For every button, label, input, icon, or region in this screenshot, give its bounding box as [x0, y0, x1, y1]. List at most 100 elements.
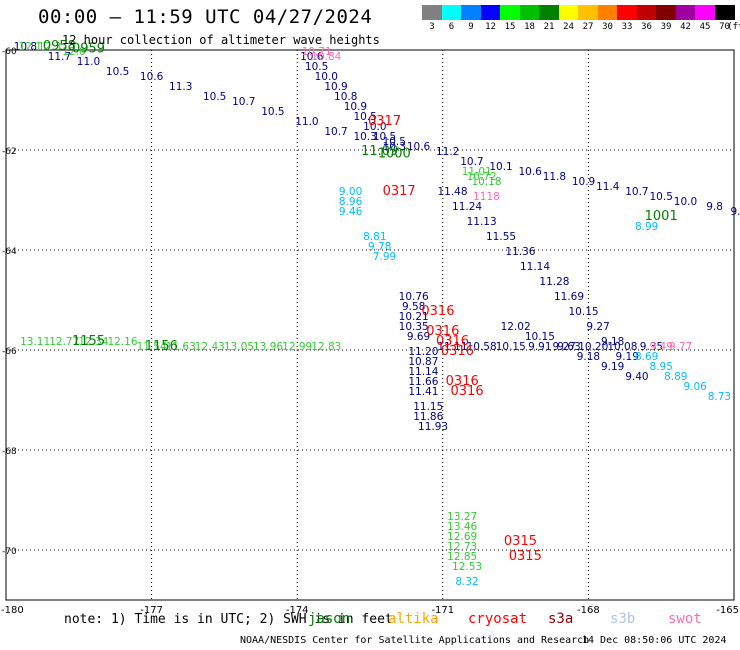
- legend-tick-label: 45: [699, 22, 711, 32]
- wave-height-value: 11.36: [505, 246, 535, 258]
- wave-height-value: 10.3: [353, 131, 376, 143]
- legend-tick-label: 33: [621, 22, 633, 32]
- pass-time-label: 0317: [368, 114, 401, 129]
- wave-height-value: 12.69: [447, 531, 477, 543]
- wave-height-value: 10.15: [569, 306, 599, 318]
- wave-height-value: 12.99: [282, 341, 312, 353]
- wave-height-value: 11.69: [554, 291, 584, 303]
- wave-height-value: 9.78: [368, 241, 391, 253]
- wave-height-value: 8.81: [363, 231, 386, 243]
- wave-height-value: 10.5: [203, 91, 226, 103]
- wave-height-value: 12.77: [49, 336, 79, 348]
- wave-height-value: 11.54: [137, 341, 167, 353]
- wave-height-value: 10.5: [261, 106, 284, 118]
- wave-height-value: 10.15: [525, 331, 555, 343]
- legend-swatch-21: [539, 5, 559, 20]
- legend-swatch-18: [519, 5, 540, 20]
- latitude-label: -64: [2, 247, 17, 257]
- wave-height-value: 10.6: [407, 141, 431, 153]
- wave-height-value: 13.05: [224, 341, 254, 353]
- wave-height-value: 10.9: [344, 101, 367, 113]
- wave-height-value: 9.69: [407, 331, 430, 343]
- pass-time-label: 1000: [378, 147, 411, 162]
- legend-tick-label: 39: [660, 22, 672, 32]
- wave-height-value: 11.13: [467, 216, 497, 228]
- longitude-label: -168: [577, 605, 600, 616]
- wave-height-value: 11.24: [452, 201, 482, 213]
- wave-height-value: 11.20: [408, 346, 438, 358]
- pass-time-label: 11.09: [361, 144, 398, 159]
- wave-height-value: 11.0: [77, 56, 100, 68]
- wave-height-value: 10.8: [334, 91, 357, 103]
- wave-height-value: 11.28: [539, 276, 569, 288]
- pass-time-label: 0315: [509, 549, 542, 564]
- wave-height-value: 8.96: [339, 196, 363, 208]
- pass-time-label: 0317: [383, 184, 416, 199]
- wave-height-value: 9.40: [625, 371, 648, 383]
- latitude-label: -70: [2, 547, 17, 557]
- legend-swatch-9: [461, 5, 481, 20]
- wave-height-value: 9.19: [616, 351, 639, 363]
- wave-height-value: 10.8: [14, 41, 37, 53]
- legend-tick-label: 15: [504, 22, 516, 32]
- wave-height-value: 9.63: [557, 341, 580, 353]
- latitude-label: -66: [2, 347, 17, 357]
- wave-height-value: 12.16: [107, 336, 137, 348]
- satellite-label-jason: jason: [308, 611, 351, 627]
- wave-height-value: 10.0: [674, 196, 697, 208]
- wave-height-value: 12.34: [78, 336, 108, 348]
- wave-height-value: 8.69: [635, 351, 658, 363]
- legend-tick-label: 27: [582, 22, 594, 32]
- wave-height-value: 11.7: [48, 51, 71, 63]
- wave-height-value: 12.1: [19, 41, 42, 53]
- wave-height-value: 10.5: [106, 66, 129, 78]
- latitude-label: -68: [2, 447, 17, 457]
- wave-height-value: 12.43: [195, 341, 225, 353]
- longitude-label: -177: [140, 605, 163, 616]
- wave-height-value: 10.6: [300, 51, 324, 63]
- pass-time-label: 0316: [421, 304, 454, 319]
- pass-time-label: 0316: [441, 344, 474, 359]
- wave-height-value: 11.8: [543, 171, 566, 183]
- wave-height-value: 10.0: [315, 71, 338, 83]
- footer-note: note: 1) Time is in UTC; 2) SWH is in fe…: [64, 612, 393, 627]
- wave-height-value: 12.53: [452, 561, 482, 573]
- legend-tick-label: 30: [602, 22, 613, 32]
- wave-height-value: 7.99: [373, 251, 396, 263]
- longitude-label: -165: [716, 605, 739, 616]
- wave-height-value: 12.0: [62, 46, 85, 58]
- pass-time-label: 0959: [72, 42, 105, 57]
- altimeter-tracks: 10.811.7 11.010.5 10.611.310.5 10.710.511.0…: [14, 39, 740, 588]
- wave-height-value: 10.72: [467, 171, 497, 183]
- wave-height-value: 11.93: [418, 421, 448, 433]
- pass-time-label: 0958: [43, 39, 76, 54]
- wave-height-value: 10.9: [324, 81, 347, 93]
- satellite-label-altika: altika: [388, 611, 439, 627]
- pass-time-label: 0316: [446, 374, 479, 389]
- wave-height-value: 11.14: [520, 261, 550, 273]
- wave-height-value: 10.20: [578, 341, 608, 353]
- wave-height-value: 9.06: [683, 381, 707, 393]
- pass-time-label: 0315: [504, 534, 537, 549]
- wave-height-value: 10.5: [650, 191, 673, 203]
- pass-time-label: 1001: [645, 209, 678, 224]
- wave-height-value: 11.14: [408, 366, 438, 378]
- longitude-label: -174: [286, 605, 309, 616]
- page-subtitle: 12 hour collection of altimeter wave hei…: [62, 33, 380, 47]
- graticule: [6, 50, 734, 600]
- wave-height-value: 11.4: [596, 181, 620, 193]
- wave-height-value: 9.49: [650, 341, 673, 353]
- legend-swatch-39: [656, 5, 676, 20]
- legend-tick-label: 6: [448, 22, 455, 32]
- legend-tick-label: 21: [543, 22, 555, 32]
- legend-tick-label: 9: [468, 22, 474, 32]
- wave-height-value: 13.96: [253, 341, 283, 353]
- satellite-label-s3a: s3a: [548, 611, 574, 627]
- wave-height-value: 9.18: [577, 351, 600, 363]
- wave-height-value: 9.00: [339, 186, 362, 198]
- wave-height-value: 10.08: [607, 341, 637, 353]
- wave-height-value: 10.15: [496, 341, 526, 353]
- wave-height-value: 10.9: [572, 176, 595, 188]
- generated-timestamp: 14 Dec 08:50:06 UTC 2024: [582, 635, 727, 646]
